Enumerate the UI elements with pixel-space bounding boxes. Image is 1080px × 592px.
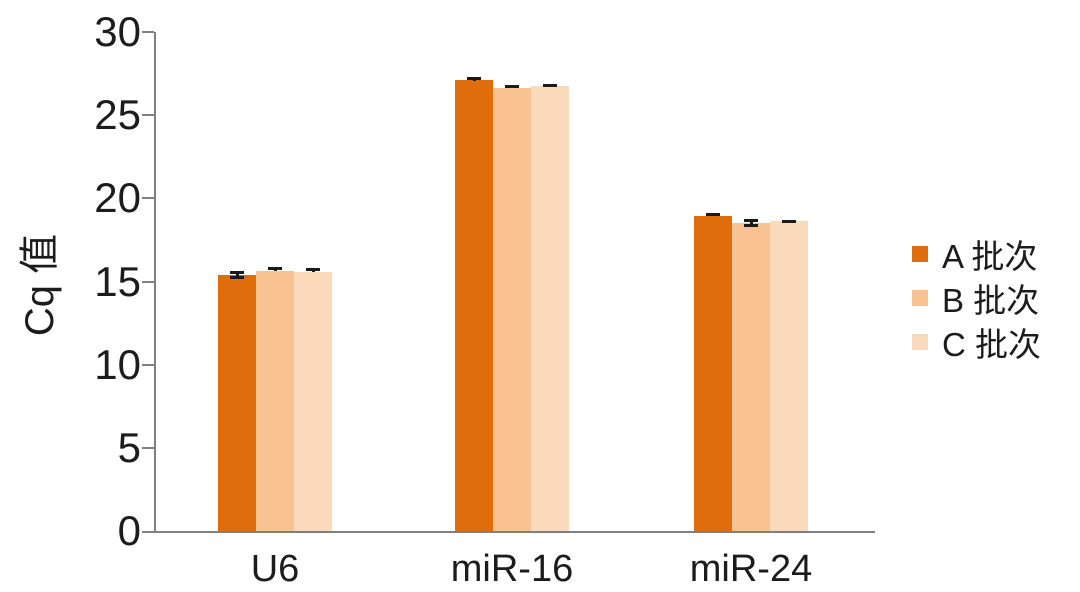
legend-label-a: A 批次 (942, 238, 1038, 275)
bar-C 批次-miR-16 (531, 86, 569, 531)
legend-swatch-a (912, 246, 928, 262)
y-tick-mark (142, 363, 154, 366)
y-tick-label: 0 (117, 507, 141, 554)
x-axis-line (142, 531, 875, 533)
error-bar (706, 213, 720, 217)
y-tick-mark (142, 280, 154, 283)
legend-label-c: C 批次 (942, 326, 1041, 363)
y-tick-label: 10 (94, 340, 141, 388)
error-bar (744, 219, 758, 228)
y-axis-line (154, 32, 156, 531)
bar-A 批次-miR-24 (694, 215, 732, 531)
y-tick-label: 25 (94, 91, 141, 139)
y-tick-mark (142, 446, 154, 449)
legend: A 批次 B 批次 C 批次 (912, 232, 1041, 364)
legend-item-b: B 批次 (912, 276, 1041, 320)
error-bar (505, 85, 519, 89)
legend-swatch-b (912, 290, 928, 306)
error-bar (782, 219, 796, 223)
legend-swatch-c (912, 334, 928, 350)
y-tick-mark (142, 31, 154, 33)
error-bar (268, 267, 282, 271)
bar-B 批次-miR-16 (493, 87, 531, 531)
bar-C 批次-U6 (294, 271, 332, 531)
error-bar (230, 270, 244, 279)
x-category-label-miR-16: miR-16 (450, 548, 574, 590)
error-bar (467, 76, 481, 81)
y-tick-label: 20 (94, 174, 141, 222)
bar-B 批次-miR-24 (732, 223, 770, 531)
y-tick-label: 30 (94, 8, 141, 55)
bar-A 批次-miR-16 (455, 80, 493, 531)
y-tick-label: 5 (117, 423, 141, 471)
y-tick-mark (142, 114, 154, 117)
legend-item-c: C 批次 (912, 320, 1041, 364)
bar-B 批次-U6 (256, 270, 294, 531)
bar-A 批次-U6 (218, 274, 256, 531)
x-category-label-U6: U6 (250, 548, 300, 590)
x-category-label-miR-24: miR-24 (689, 548, 813, 590)
bar-C 批次-miR-24 (770, 220, 808, 531)
legend-label-b: B 批次 (942, 282, 1040, 319)
error-bar (306, 268, 320, 272)
error-bar (543, 83, 557, 87)
y-tick-label: 15 (94, 257, 141, 305)
y-tick-mark (142, 197, 154, 200)
legend-item-a: A 批次 (912, 232, 1041, 276)
